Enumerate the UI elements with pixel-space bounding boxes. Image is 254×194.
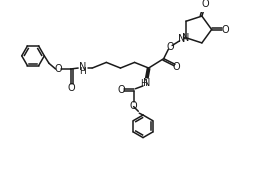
Text: O: O (201, 0, 209, 9)
Text: N: N (177, 34, 184, 44)
Text: O: O (117, 85, 125, 95)
Text: O: O (68, 83, 75, 93)
Text: H: H (139, 79, 146, 87)
Text: H: H (79, 67, 86, 76)
Text: N: N (142, 78, 150, 88)
Text: O: O (54, 64, 62, 74)
Text: N: N (182, 33, 189, 43)
Text: O: O (221, 24, 229, 35)
Text: O: O (129, 101, 137, 111)
Text: N: N (79, 62, 86, 72)
Text: O: O (166, 42, 173, 52)
Text: O: O (171, 62, 179, 72)
